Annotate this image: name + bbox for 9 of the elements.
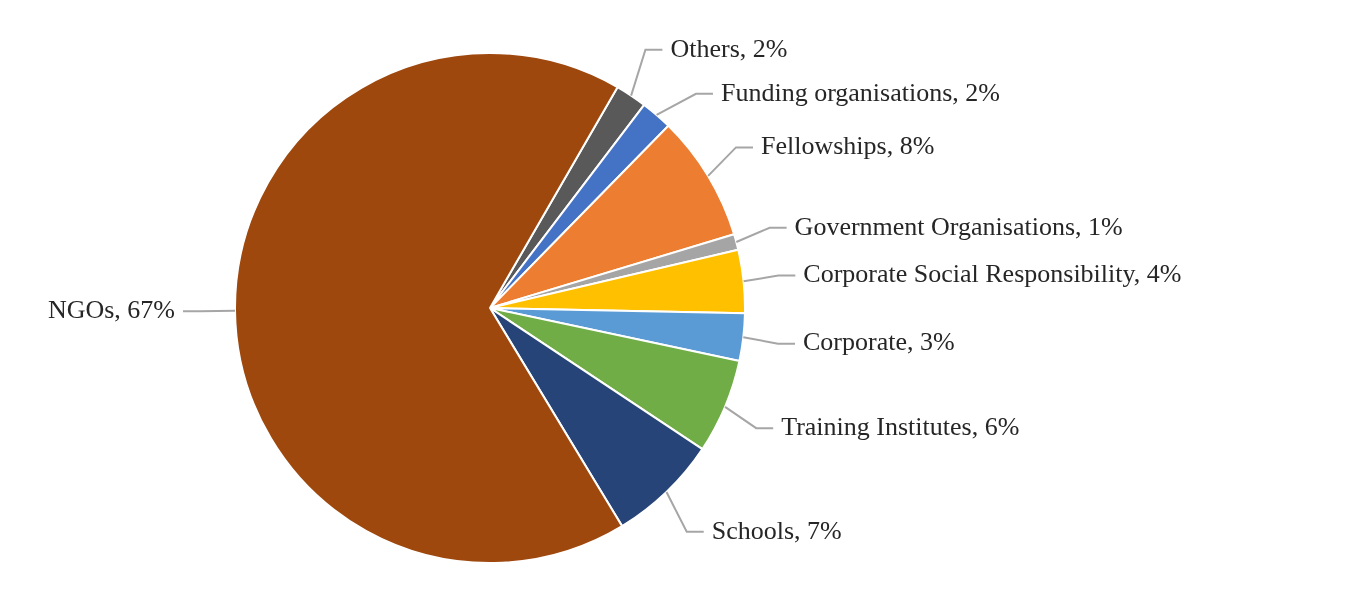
slice-label: Schools, 7% xyxy=(711,515,842,545)
slice-label: Corporate Social Responsibility, 4% xyxy=(803,259,1182,289)
slice-label: Others, 2% xyxy=(670,33,788,63)
slice-label: Funding organisations, 2% xyxy=(720,77,1000,107)
slice-label: Training Institutes, 6% xyxy=(781,411,1020,441)
slice-label: Government Organisations, 1% xyxy=(794,211,1123,241)
slice-label: NGOs, 67% xyxy=(47,295,176,325)
slice-label: Fellowships, 8% xyxy=(760,131,935,161)
slice-label: Corporate, 3% xyxy=(802,327,955,357)
